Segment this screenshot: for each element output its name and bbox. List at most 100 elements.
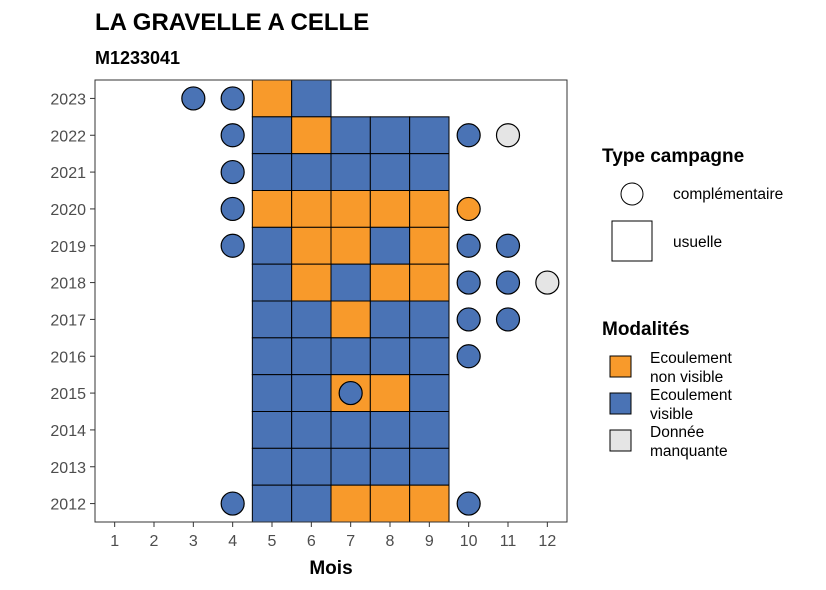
x-tick-label: 4 <box>228 533 237 550</box>
usuelle-tile <box>369 226 411 265</box>
legend-modalite-label: manquante <box>650 443 728 460</box>
usuelle-tile <box>409 447 450 486</box>
usuelle-tile <box>409 153 450 192</box>
usuelle-tile <box>330 153 371 192</box>
usuelle-tile <box>291 263 332 302</box>
legend-campaign-title: Type campagne <box>602 146 744 167</box>
complementaire-point <box>495 233 521 258</box>
complementaire-point <box>495 123 521 148</box>
legend-campaign-label: complémentaire <box>673 186 783 203</box>
usuelle-tile <box>369 300 411 339</box>
usuelle-tile <box>369 190 411 228</box>
legend-modalite-swatch <box>609 392 632 415</box>
complementaire-point <box>495 307 521 332</box>
usuelle-tile <box>291 190 332 228</box>
usuelle-tile <box>330 300 371 339</box>
complementaire-point <box>220 491 245 516</box>
complementaire-point <box>456 196 481 222</box>
usuelle-tile <box>369 116 411 155</box>
usuelle-tile <box>251 484 293 523</box>
usuelle-tile <box>251 337 293 376</box>
y-tick-label: 2012 <box>50 497 86 514</box>
complementaire-point <box>456 270 481 295</box>
y-tick-label: 2017 <box>50 312 86 329</box>
usuelle-tile <box>369 447 411 486</box>
y-tick-label: 2019 <box>50 239 86 256</box>
complementaire-point <box>456 307 481 332</box>
y-tick-label: 2022 <box>50 128 86 145</box>
legend-modalite-label: Donnée <box>650 424 704 441</box>
complementaire-point <box>220 123 245 148</box>
x-tick-label: 2 <box>150 533 159 550</box>
usuelle-tile <box>291 116 332 155</box>
usuelle-tile <box>251 374 293 412</box>
complementaire-point <box>220 233 245 258</box>
x-tick-label: 11 <box>500 533 517 550</box>
usuelle-tile <box>409 337 450 376</box>
usuelle-tile <box>409 263 450 302</box>
complementaire-point <box>456 491 481 516</box>
legend-circle-symbol <box>620 182 644 206</box>
legend-modalite-label: Ecoulement <box>650 387 733 404</box>
usuelle-tile <box>369 153 411 192</box>
usuelle-tile <box>369 484 411 523</box>
chart-title: LA GRAVELLE A CELLE <box>95 9 369 36</box>
y-axis: 2012 2013 2014 2015 2016 2017 2018 2019 2020 2021… <box>50 91 95 514</box>
usuelle-tile <box>251 411 293 449</box>
y-tick-label: 2021 <box>50 165 86 182</box>
legend-modalite-label: Ecoulement <box>650 350 733 367</box>
usuelle-tile <box>330 447 371 486</box>
x-tick-label: 12 <box>538 533 556 550</box>
usuelle-tile <box>251 153 293 192</box>
usuelle-tile <box>330 263 371 302</box>
y-tick-label: 2016 <box>50 349 86 366</box>
y-tick-label: 2018 <box>50 276 86 293</box>
complementaire-point <box>456 123 481 148</box>
usuelle-tile <box>291 300 332 339</box>
complementaire-point <box>495 270 521 295</box>
x-tick-label: 8 <box>386 533 395 550</box>
usuelle-tile <box>409 300 450 339</box>
usuelle-tile <box>409 411 450 449</box>
usuelle-tiles <box>251 79 450 523</box>
usuelle-tile <box>251 300 293 339</box>
legend-modalite-swatch <box>609 355 632 378</box>
usuelle-tile <box>369 374 411 412</box>
complementaire-point <box>535 270 560 295</box>
legend-modalites-title: Modalités <box>602 319 690 340</box>
usuelle-tile <box>291 484 332 523</box>
usuelle-tile <box>291 411 332 449</box>
usuelle-tile <box>251 190 293 228</box>
usuelle-tile <box>409 484 450 523</box>
x-axis: 1 2 3 4 5 6 7 8 9 10 11 12 <box>110 522 556 550</box>
complementaire-point <box>338 380 363 406</box>
complementaire-point <box>220 159 245 185</box>
complementaire-point <box>220 196 245 222</box>
usuelle-tile <box>330 337 371 376</box>
x-tick-label: 6 <box>307 533 316 550</box>
legend-campaign-label: usuelle <box>673 234 722 251</box>
complementaire-points <box>181 86 560 516</box>
legend-campaign: Type campagne complémentaire usuelle <box>602 146 783 262</box>
plot-border <box>94 79 568 523</box>
usuelle-tile <box>409 374 450 412</box>
x-tick-label: 10 <box>460 533 478 550</box>
y-tick-label: 2013 <box>50 460 86 477</box>
usuelle-tile <box>330 190 371 228</box>
usuelle-tile <box>369 337 411 376</box>
usuelle-tile <box>369 263 411 302</box>
complementaire-point <box>456 344 481 369</box>
usuelle-tile <box>251 263 293 302</box>
x-tick-label: 3 <box>189 533 198 550</box>
chart-subtitle: M1233041 <box>95 48 180 68</box>
usuelle-tile <box>409 226 450 265</box>
usuelle-tile <box>291 226 332 265</box>
y-tick-label: 2014 <box>50 423 86 440</box>
usuelle-tile <box>291 337 332 376</box>
y-tick-label: 2020 <box>50 202 86 219</box>
usuelle-tile <box>291 79 332 118</box>
x-tick-label: 9 <box>425 533 434 550</box>
usuelle-tile <box>330 116 371 155</box>
